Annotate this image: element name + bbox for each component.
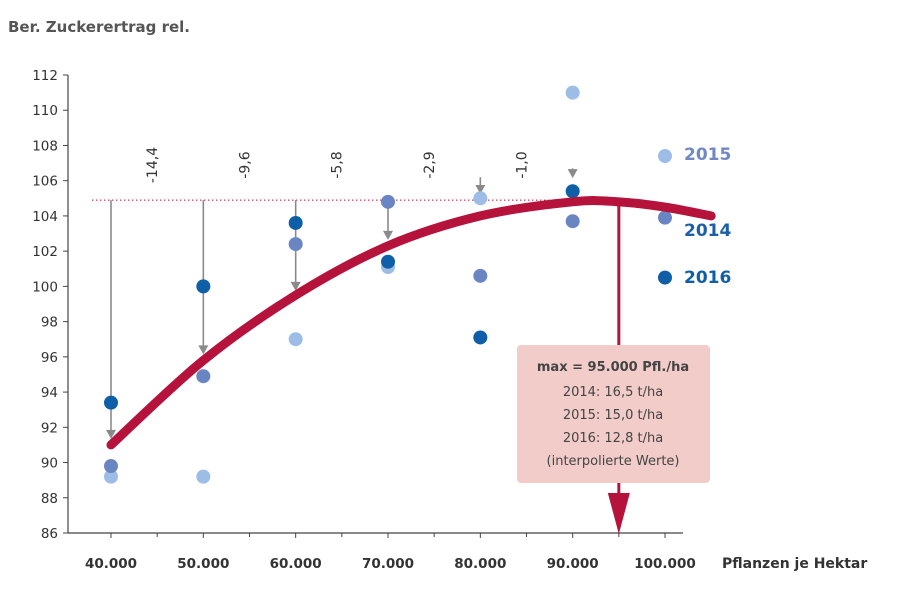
trend-curve-path (106, 196, 716, 450)
point-2016 (381, 254, 395, 269)
x-axis-label: Pflanzen je Hektar (722, 556, 867, 572)
data-points (104, 85, 672, 484)
y-tick-label: 100 (32, 279, 58, 295)
y-tick-label: 88 (41, 491, 58, 507)
y-tick-label: 96 (41, 350, 58, 366)
delta-label: -5,8 (330, 151, 346, 178)
point-2016 (288, 215, 303, 230)
point-2014 (658, 210, 672, 225)
y-tick-label: 86 (41, 526, 58, 542)
point-2014 (565, 214, 580, 229)
y-tick-label: 94 (41, 385, 58, 401)
legend-label-2015: 2015 (684, 145, 731, 165)
point-2015 (473, 191, 488, 206)
y-tick-label: 98 (41, 315, 58, 331)
x-tick-label: 80.000 (454, 556, 506, 572)
point-2015 (565, 85, 580, 100)
y-tick-label: 92 (41, 420, 58, 436)
annotation-line: 2015: 15,0 t/ha (563, 408, 663, 423)
y-tick-label: 108 (32, 138, 58, 154)
point-2015 (196, 469, 211, 484)
annotation-line: 2016: 12,8 t/ha (563, 431, 663, 446)
annotation-line: 2014: 16,5 t/ha (563, 385, 663, 400)
x-tick-label: 90.000 (547, 556, 599, 572)
point-2014 (381, 194, 395, 209)
point-2014 (473, 268, 488, 283)
legend-label-2016: 2016 (684, 268, 731, 288)
point-2015 (658, 149, 672, 164)
max-annotation-box: max = 95.000 Pfl./ha 2014: 16,5 t/ha 2015:… (517, 345, 710, 483)
delta-label: -1,0 (514, 151, 530, 178)
delta-arrowhead (290, 281, 301, 291)
x-tick-label: 70.000 (362, 556, 414, 572)
y-tick-label: 106 (32, 174, 58, 190)
annotation-line: (interpolierte Werte) (547, 454, 680, 469)
max-arrowhead (607, 493, 630, 534)
x-tick-label: 40.000 (85, 556, 137, 572)
y-tick-label: 104 (32, 209, 58, 225)
legend: 2015 2014 2016 (684, 145, 731, 288)
point-2014 (104, 459, 118, 474)
annotation-title: max = 95.000 Pfl./ha (537, 360, 689, 375)
delta-arrowhead (475, 185, 486, 195)
y-tick-label: 102 (32, 244, 58, 260)
delta-label: -9,6 (237, 151, 253, 178)
point-2015 (288, 332, 303, 347)
delta-arrowhead (198, 345, 209, 355)
point-2016 (658, 270, 672, 285)
point-2014 (288, 237, 303, 252)
point-2016 (104, 395, 118, 410)
axes: 86 88 90 92 94 96 98 100 102 104 106 108 110 112 40.00… (32, 68, 696, 572)
y-tick-label: 90 (41, 456, 58, 472)
y-tick-label: 112 (32, 68, 58, 84)
difference-arrows: -14,4 -9,6 -5,8 -2,9 -1,0 (106, 147, 578, 439)
point-2016 (473, 330, 488, 345)
y-tick-label: 110 (32, 103, 58, 119)
delta-arrowhead (106, 429, 116, 439)
point-2016 (565, 184, 580, 199)
x-tick-label: 60.000 (270, 556, 322, 572)
annotation-background (517, 345, 710, 483)
delta-label: -14,4 (145, 147, 161, 183)
delta-label: -2,9 (422, 151, 438, 178)
delta-arrowhead (383, 230, 393, 240)
legend-label-2014: 2014 (684, 221, 731, 241)
point-2014 (196, 369, 211, 384)
y-axis-label: Ber. Zuckerertrag rel. (8, 18, 190, 36)
point-2016 (196, 279, 211, 294)
x-tick-label: 50.000 (177, 556, 229, 572)
point-2015 (104, 469, 118, 484)
delta-arrowhead (567, 169, 578, 179)
x-tick-label: 100.000 (634, 556, 696, 572)
